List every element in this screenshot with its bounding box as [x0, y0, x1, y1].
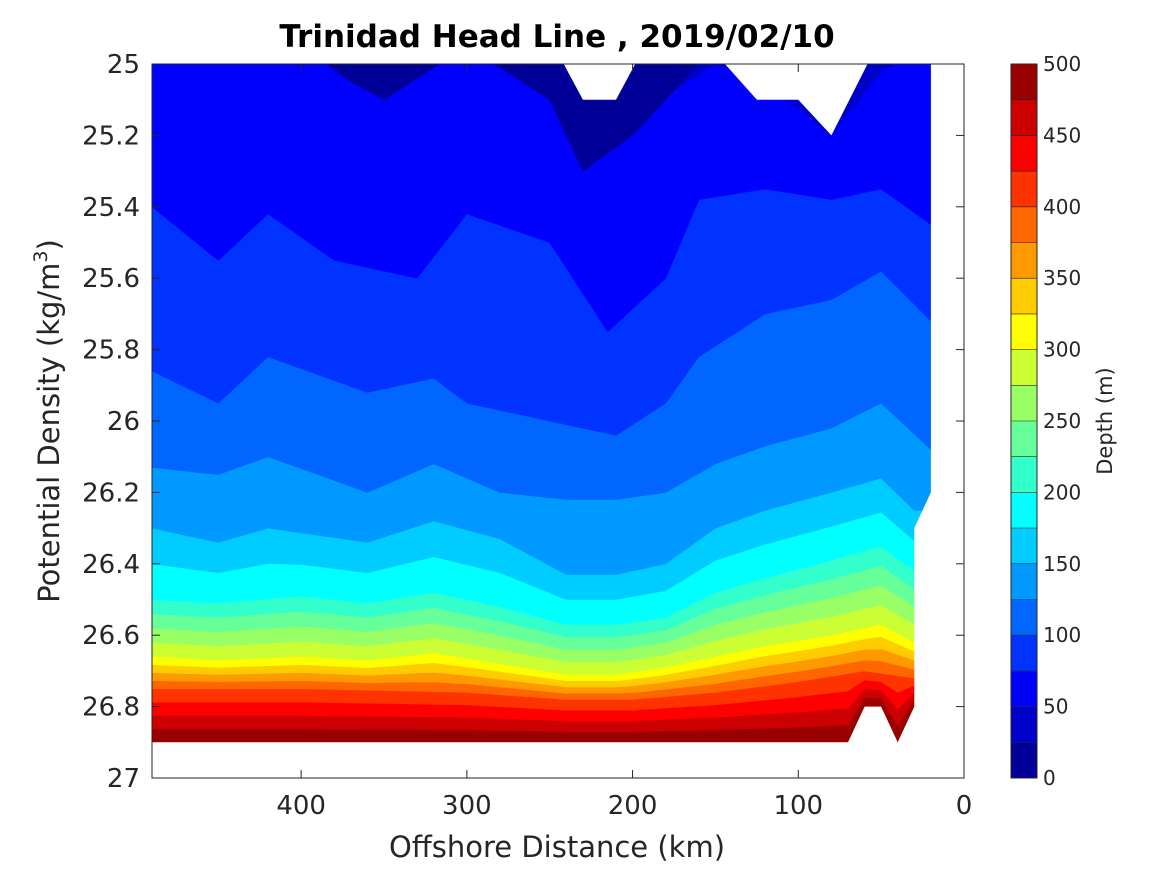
colorbar-ticks: 0 50 100 150 200 250 300 350 400 450 500: [1043, 52, 1081, 790]
y-tick-label: 25.2: [82, 121, 140, 151]
colorbar-segment-400: [1011, 171, 1037, 208]
y-tick-label: 26.8: [82, 693, 140, 723]
colorbar-segment-325: [1011, 278, 1037, 315]
x-axis-label: Offshore Distance (km): [389, 830, 725, 864]
colorbar-segment-425: [1011, 135, 1037, 172]
y-tick-label: 26.2: [82, 478, 140, 508]
colorbar-segment-25: [1011, 706, 1037, 743]
missing-top-220km: [563, 64, 636, 100]
colorbar-segment-450: [1011, 99, 1037, 136]
missing-right-shelf: [848, 64, 964, 778]
colorbar-label: Depth (m): [1093, 367, 1117, 474]
y-tick-label: 25.8: [82, 336, 140, 366]
missing-data-regions: [152, 64, 964, 778]
colorbar-tick-label: 250: [1043, 409, 1081, 433]
colorbar: 0 50 100 150 200 250 300 350 400 450 500 Depth (m): [1010, 52, 1117, 790]
colorbar-tick-label: 450: [1043, 123, 1081, 147]
y-tick-label: 27: [107, 764, 140, 794]
y-tick-label: 26: [107, 407, 140, 437]
y-axis-label: Potential Density (kg/m3): [30, 239, 66, 603]
plot-area: 400 300 200 100 0 25 25.2 25.4 25.6 25.8 26 26.2 26…: [82, 50, 972, 821]
x-tick-label: 400: [276, 791, 326, 821]
x-tick-label: 0: [956, 791, 973, 821]
colorbar-tick-label: 400: [1043, 195, 1081, 219]
chart-title: Trinidad Head Line , 2019/02/10: [279, 19, 834, 55]
colorbar-tick-label: 300: [1043, 338, 1081, 362]
colorbar-segment-200: [1011, 456, 1037, 493]
colorbar-tick-label: 50: [1043, 695, 1068, 719]
y-axis-ticks: 25 25.2 25.4 25.6 25.8 26 26.2 26.4 26.6 26.8 27: [82, 50, 964, 794]
colorbar-tick-label: 0: [1043, 766, 1056, 790]
colorbar-tick-label: 350: [1043, 266, 1081, 290]
x-axis-ticks: 400 300 200 100 0: [276, 64, 972, 821]
colorbar-tick-label: 100: [1043, 623, 1081, 647]
colorbar-segment-100: [1011, 599, 1037, 636]
colorbar-segment-275: [1011, 349, 1037, 386]
x-tick-label: 200: [608, 791, 658, 821]
colorbar-segment-300: [1011, 313, 1037, 351]
colorbar-segment-475: [1011, 64, 1037, 101]
contour-band-50: [152, 64, 932, 333]
contour-band-0: [325, 64, 834, 172]
x-tick-label: 100: [773, 791, 823, 821]
colorbar-segment-250: [1011, 385, 1037, 422]
colorbar-segment-150: [1011, 528, 1037, 565]
colorbar-tick-label: 500: [1043, 52, 1081, 76]
colorbar-tick-label: 150: [1043, 552, 1081, 576]
colorbar-segment-125: [1011, 563, 1037, 600]
colorbar-segment-75: [1011, 635, 1037, 672]
missing-top-100km: [724, 64, 868, 136]
y-tick-label: 25.4: [82, 193, 140, 223]
y-tick-label: 25.6: [82, 264, 140, 294]
depth-contour-bands: [152, 64, 932, 744]
y-tick-label: 26.6: [82, 621, 140, 651]
colorbar-frame: [1010, 63, 1038, 779]
colorbar-segment-350: [1011, 242, 1037, 279]
colorbar-segment-175: [1011, 492, 1037, 529]
colorbar-segment-50: [1011, 670, 1037, 708]
colorbar-segment-375: [1011, 206, 1037, 243]
colorbar-segment-0: [1011, 742, 1037, 779]
colorbar-tick-label: 200: [1043, 480, 1081, 504]
y-tick-label: 25: [107, 50, 140, 80]
y-tick-label: 26.4: [82, 550, 140, 580]
x-tick-label: 300: [442, 791, 492, 821]
missing-bottom: [152, 742, 848, 778]
colorbar-segments: [1011, 64, 1037, 779]
colorbar-segment-225: [1011, 421, 1037, 458]
